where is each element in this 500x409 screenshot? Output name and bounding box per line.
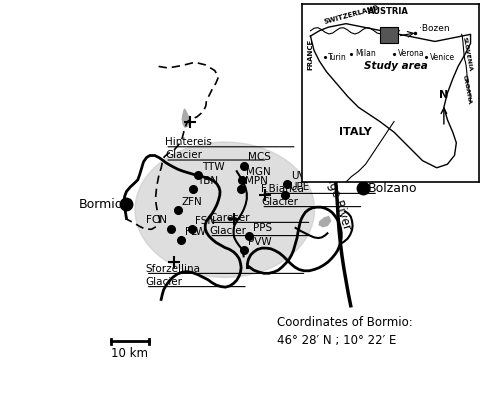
Text: Verona: Verona bbox=[398, 49, 424, 58]
Text: Glacier: Glacier bbox=[209, 226, 246, 236]
Text: CROATIA: CROATIA bbox=[462, 74, 472, 105]
Text: PPS: PPS bbox=[253, 223, 272, 233]
Text: SWITZERLAND: SWITZERLAND bbox=[323, 4, 380, 25]
Bar bbox=[380, 27, 398, 43]
Text: Glacier: Glacier bbox=[261, 197, 298, 207]
Text: FLW: FLW bbox=[185, 227, 206, 237]
Text: PVW: PVW bbox=[248, 237, 272, 247]
Text: FRANCE: FRANCE bbox=[307, 38, 313, 70]
Text: TBN: TBN bbox=[197, 176, 218, 186]
Text: Hintereis: Hintereis bbox=[165, 137, 212, 147]
Text: SLOVENIA: SLOVENIA bbox=[462, 36, 472, 72]
Text: AUSTRIA: AUSTRIA bbox=[368, 7, 409, 16]
Ellipse shape bbox=[135, 142, 314, 277]
Text: Sforzellina: Sforzellina bbox=[146, 264, 201, 274]
Text: Careser: Careser bbox=[209, 213, 250, 223]
Text: ·Bozen: ·Bozen bbox=[419, 25, 450, 34]
Text: ITALY: ITALY bbox=[338, 127, 372, 137]
Text: Study area: Study area bbox=[364, 61, 428, 71]
Text: F.Bianca: F.Bianca bbox=[261, 184, 304, 194]
Text: Glacier: Glacier bbox=[165, 151, 202, 160]
Text: TTW: TTW bbox=[202, 162, 224, 172]
Text: ZFN: ZFN bbox=[182, 197, 202, 207]
Text: Venice: Venice bbox=[430, 53, 455, 62]
Text: Glacier: Glacier bbox=[146, 277, 182, 287]
Text: N: N bbox=[439, 90, 448, 100]
Text: FSN: FSN bbox=[196, 216, 216, 226]
Text: MCS: MCS bbox=[248, 153, 271, 162]
Polygon shape bbox=[319, 217, 330, 227]
Text: UVE: UVE bbox=[291, 171, 312, 181]
Polygon shape bbox=[182, 109, 190, 127]
Text: Milan: Milan bbox=[355, 49, 376, 58]
Text: Bolzano: Bolzano bbox=[368, 182, 417, 195]
Text: Bormio: Bormio bbox=[78, 198, 122, 211]
Text: UPE: UPE bbox=[289, 182, 310, 192]
Text: Turin: Turin bbox=[328, 53, 347, 62]
Text: MGN: MGN bbox=[246, 166, 270, 177]
Text: 10 km: 10 km bbox=[112, 347, 148, 360]
Text: FCN: FCN bbox=[146, 216, 167, 225]
Text: Adige River: Adige River bbox=[320, 163, 353, 231]
Text: Coordinates of Bormio:
46° 28′ N ; 10° 22′ E: Coordinates of Bormio: 46° 28′ N ; 10° 2… bbox=[276, 316, 412, 347]
Text: MPN: MPN bbox=[245, 176, 268, 186]
